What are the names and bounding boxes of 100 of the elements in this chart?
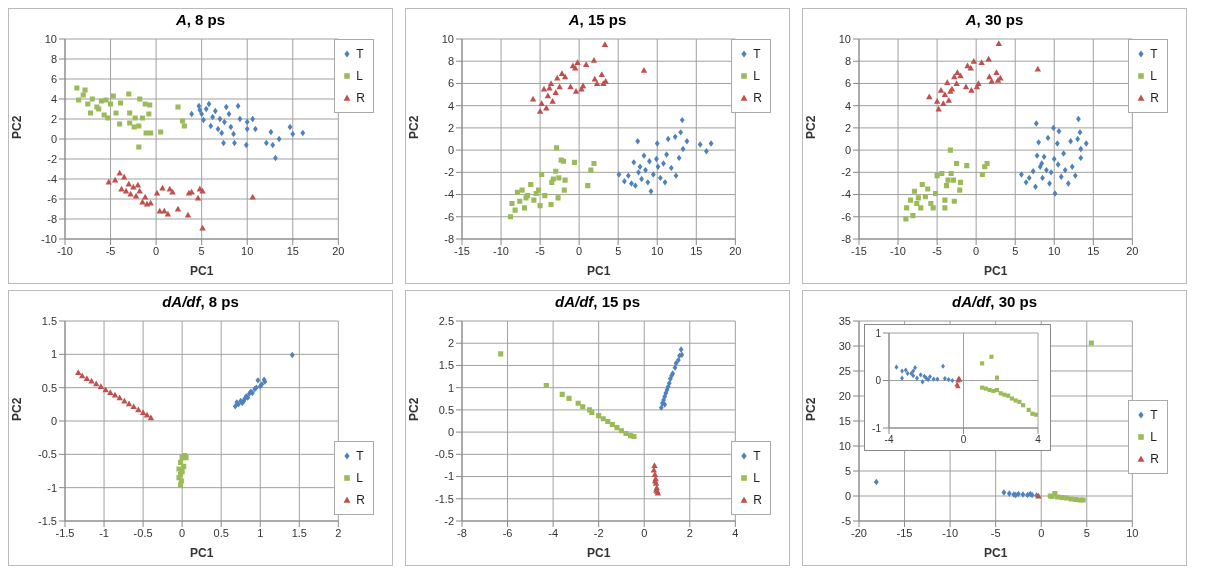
x-tick-label: 5: [615, 244, 622, 257]
x-tick-label: 10: [241, 244, 254, 257]
legend-label: R: [356, 492, 365, 509]
x-tick-label: 0: [641, 526, 648, 539]
chart-title: dA/df, 30 ps: [951, 292, 1038, 312]
legend-label: L: [356, 68, 364, 85]
legend-label: L: [753, 470, 761, 487]
legend-label: L: [1150, 429, 1158, 446]
x-tick-label: 15: [286, 244, 299, 257]
y-tick-label: -0.5: [38, 448, 57, 461]
y-tick-label: 0.5: [438, 403, 454, 416]
y-tick-label: 1: [447, 381, 454, 394]
x-tick-label: 20: [1126, 244, 1139, 257]
legend-label: R: [753, 492, 762, 509]
y-axis-title: PC2: [407, 397, 422, 421]
x-tick-label: 4: [732, 526, 739, 539]
y-tick-label: -4: [444, 188, 454, 201]
y-tick-label: 1: [875, 327, 882, 339]
legend-label: L: [753, 68, 761, 85]
y-tick-label: -4: [47, 172, 57, 185]
chart-title: dA/df, 8 ps: [161, 292, 240, 312]
y-tick-label: 0: [844, 144, 851, 157]
y-axis-title: PC2: [407, 115, 422, 139]
y-axis-title: PC2: [10, 115, 25, 139]
chart-title: A, 15 ps: [567, 10, 628, 30]
y-tick-label: 4: [447, 99, 454, 112]
y-tick-label: -4: [841, 188, 851, 201]
y-tick-label: 0: [844, 489, 851, 502]
x-axis-title: PC1: [586, 264, 611, 278]
y-axis-title: PC2: [804, 115, 819, 139]
x-tick-label: 20: [729, 244, 742, 257]
x-axis-title: PC1: [189, 264, 214, 278]
y-tick-label: -1.5: [435, 492, 454, 505]
y-tick-label: -8: [444, 232, 454, 245]
y-tick-label: -2: [444, 514, 454, 527]
x-axis-title: PC1: [983, 264, 1008, 278]
y-tick-label: -8: [841, 232, 851, 245]
y-tick-label: 0: [50, 132, 57, 145]
y-tick-label: 10: [44, 32, 57, 45]
y-tick-label: -6: [841, 210, 851, 223]
y-tick-label: 0: [50, 414, 57, 427]
y-tick-label: -5: [841, 514, 851, 527]
x-tick-label: -1: [99, 526, 109, 539]
y-tick-label: 2: [50, 112, 57, 125]
y-tick-label: 35: [838, 314, 851, 327]
x-tick-label: -5: [535, 244, 545, 257]
legend-label: L: [1150, 68, 1158, 85]
x-tick-label: -5: [932, 244, 942, 257]
y-tick-label: 2.5: [438, 314, 454, 327]
x-tick-label: -15: [851, 244, 867, 257]
y-tick-label: 25: [838, 364, 851, 377]
y-tick-label: -6: [444, 210, 454, 223]
x-tick-label: 15: [1087, 244, 1100, 257]
x-tick-label: -4: [548, 526, 558, 539]
y-tick-label: -10: [41, 232, 57, 245]
x-tick-label: -0.5: [133, 526, 153, 539]
x-tick-label: 0: [1038, 526, 1045, 539]
legend-label: R: [1150, 451, 1159, 468]
x-tick-label: 0: [960, 434, 967, 446]
x-tick-label: 0.5: [213, 526, 229, 539]
y-tick-label: -1: [47, 481, 57, 494]
y-tick-label: 20: [838, 389, 851, 402]
chart-title: dA/df, 15 ps: [554, 292, 641, 312]
x-tick-label: -10: [942, 526, 959, 539]
y-tick-label: -6: [47, 192, 57, 205]
legend-label: T: [1150, 46, 1158, 63]
y-tick-label: 4: [844, 99, 851, 112]
x-tick-label: 20: [332, 244, 345, 257]
y-tick-label: -2: [47, 152, 57, 165]
y-tick-label: 8: [447, 55, 454, 68]
x-tick-label: -5: [105, 244, 116, 257]
x-tick-label: -10: [890, 244, 906, 257]
y-axis-title: PC2: [804, 397, 819, 421]
legend-label: R: [356, 90, 365, 107]
legend-label: T: [753, 46, 761, 63]
y-tick-label: 0.5: [41, 381, 57, 394]
y-tick-label: 2: [447, 121, 454, 134]
y-tick-label: -2: [444, 166, 454, 179]
x-tick-label: 15: [690, 244, 703, 257]
x-axis-title: PC1: [189, 546, 214, 560]
x-tick-label: 10: [1048, 244, 1061, 257]
y-tick-label: 6: [447, 77, 454, 90]
x-tick-label: 2: [686, 526, 693, 539]
y-tick-label: 10: [838, 32, 851, 45]
y-tick-label: -8: [47, 212, 57, 225]
x-tick-label: -6: [502, 526, 513, 539]
x-tick-label: 5: [1083, 526, 1090, 539]
x-tick-label: 0: [973, 244, 980, 257]
y-tick-label: 0: [875, 375, 882, 387]
y-tick-label: -1.5: [38, 514, 57, 527]
y-tick-label: 30: [838, 339, 851, 352]
legend-label: R: [1150, 90, 1159, 107]
y-tick-label: 8: [844, 55, 851, 68]
x-tick-label: 4: [1035, 434, 1042, 446]
legend-label: T: [1150, 407, 1158, 424]
x-tick-label: 10: [1126, 526, 1139, 539]
x-tick-label: -5: [990, 526, 1001, 539]
y-tick-label: 2: [844, 121, 851, 134]
x-tick-label: -2: [593, 526, 604, 539]
y-tick-label: 8: [50, 52, 57, 65]
